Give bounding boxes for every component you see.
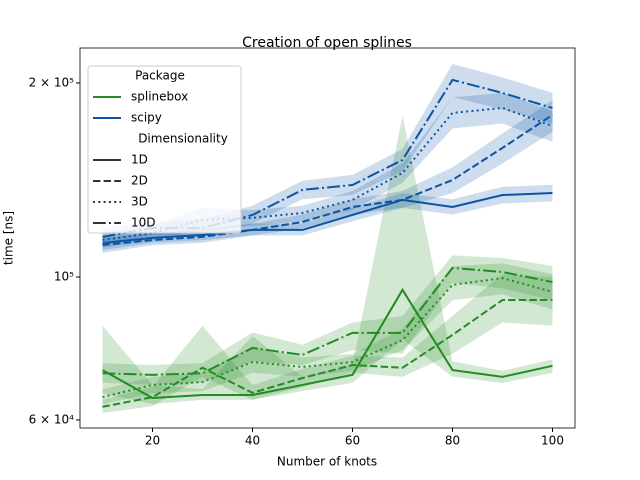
series-line [102,106,553,242]
legend-label: 10D [131,216,156,230]
x-tick-label: 20 [145,434,160,448]
legend-title: Package [135,69,185,83]
x-tick-label: 60 [345,434,360,448]
confidence-band [102,274,553,414]
legend-label: splinebox [131,90,188,104]
series-line [102,287,553,399]
y-axis-label: time [ns] [2,211,16,265]
x-tick-label: 40 [245,434,260,448]
legend-title: Dimensionality [138,132,228,146]
confidence-band [102,255,553,385]
y-tick-label: 10⁵ [54,269,74,283]
legend: Package splinebox scipy Dimensionality 1D 2D 3… [87,65,242,234]
series-line [102,299,553,408]
confidence-band [102,115,553,405]
y-tick-label: 6 × 10⁴ [29,412,75,426]
legend-label: 1D [131,153,148,167]
x-tick-label: 80 [445,434,460,448]
x-tick-label: 100 [541,434,564,448]
plot-frame [79,47,576,429]
legend-label: scipy [131,111,162,125]
series-line [102,191,553,245]
legend-box [87,65,242,234]
x-axis-label: Number of knots [277,455,377,469]
confidence-band [102,64,553,246]
series-line [102,114,554,246]
legend-label: 2D [131,174,148,188]
y-tick-label: 2 × 10⁵ [29,75,75,89]
chart-title: Creation of open splines [242,35,412,51]
series-line [102,266,553,376]
legend-label: 3D [131,195,148,209]
